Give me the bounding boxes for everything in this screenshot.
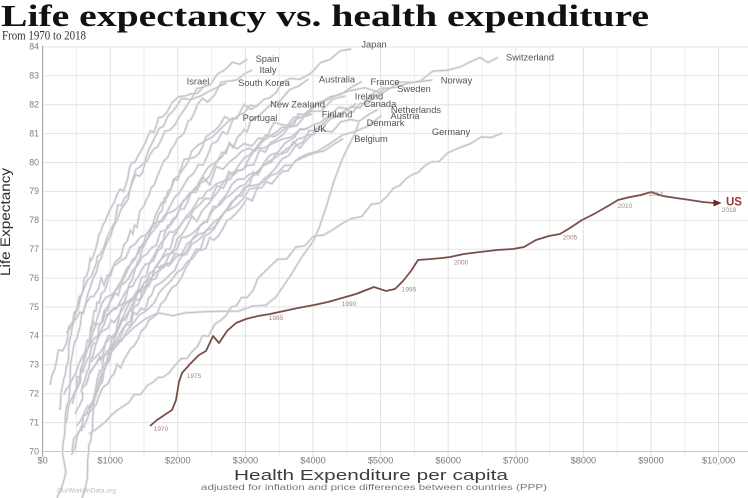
svg-text:71: 71 bbox=[29, 417, 39, 427]
svg-text:Switzerland: Switzerland bbox=[506, 53, 554, 63]
svg-text:2000: 2000 bbox=[454, 260, 469, 267]
svg-text:75: 75 bbox=[29, 302, 39, 312]
svg-text:$0: $0 bbox=[37, 456, 47, 466]
svg-text:Portugal: Portugal bbox=[243, 113, 278, 123]
svg-text:$2000: $2000 bbox=[165, 456, 191, 466]
svg-text:New Zealand: New Zealand bbox=[270, 100, 325, 110]
svg-text:Life expectancy vs. health exp: Life expectancy vs. health expenditure bbox=[1, 0, 649, 33]
svg-text:OurWorldInData.org: OurWorldInData.org bbox=[57, 488, 117, 495]
svg-text:Germany: Germany bbox=[432, 127, 471, 137]
svg-text:72: 72 bbox=[29, 389, 39, 399]
svg-text:South Korea: South Korea bbox=[238, 78, 291, 88]
svg-text:Belgium: Belgium bbox=[354, 134, 388, 144]
svg-text:Life Expectancy: Life Expectancy bbox=[0, 168, 13, 276]
svg-text:$6000: $6000 bbox=[435, 456, 461, 466]
svg-text:Austria: Austria bbox=[391, 111, 421, 121]
svg-text:74: 74 bbox=[29, 331, 39, 341]
svg-text:80: 80 bbox=[29, 157, 39, 167]
svg-text:Spain: Spain bbox=[256, 54, 280, 64]
svg-text:$7000: $7000 bbox=[503, 456, 529, 466]
svg-text:Australia: Australia bbox=[319, 75, 356, 85]
svg-text:Japan: Japan bbox=[361, 40, 386, 50]
svg-text:Ireland: Ireland bbox=[355, 92, 383, 102]
svg-text:adjusted for inflation and pri: adjusted for inflation and price differe… bbox=[201, 482, 547, 492]
svg-text:2010: 2010 bbox=[618, 203, 633, 210]
svg-text:UK: UK bbox=[314, 124, 328, 134]
svg-text:73: 73 bbox=[29, 360, 39, 370]
svg-text:US: US bbox=[726, 197, 742, 209]
svg-text:$9000: $9000 bbox=[638, 456, 664, 466]
svg-text:83: 83 bbox=[29, 71, 39, 81]
svg-text:Canada: Canada bbox=[364, 99, 397, 109]
svg-text:81: 81 bbox=[29, 128, 39, 138]
svg-text:1985: 1985 bbox=[269, 315, 284, 322]
svg-text:77: 77 bbox=[29, 244, 39, 254]
svg-text:Italy: Italy bbox=[259, 65, 276, 75]
svg-text:$10,000: $10,000 bbox=[702, 456, 735, 466]
svg-text:Finland: Finland bbox=[322, 110, 353, 120]
svg-text:2018: 2018 bbox=[722, 207, 737, 214]
svg-text:70: 70 bbox=[29, 446, 39, 456]
svg-text:Israel: Israel bbox=[187, 77, 210, 87]
svg-text:Sweden: Sweden bbox=[397, 84, 431, 94]
svg-text:84: 84 bbox=[29, 42, 39, 52]
svg-text:78: 78 bbox=[29, 215, 39, 225]
svg-text:$3000: $3000 bbox=[233, 456, 259, 466]
svg-text:Netherlands: Netherlands bbox=[391, 105, 441, 115]
svg-text:$4000: $4000 bbox=[300, 456, 326, 466]
svg-text:1975: 1975 bbox=[187, 373, 202, 380]
svg-text:Health Expenditure per capita: Health Expenditure per capita bbox=[234, 468, 509, 484]
svg-text:1995: 1995 bbox=[402, 287, 417, 294]
svg-text:France: France bbox=[371, 77, 400, 87]
svg-text:1970: 1970 bbox=[154, 426, 169, 433]
svg-text:$5000: $5000 bbox=[368, 456, 394, 466]
svg-text:1990: 1990 bbox=[342, 301, 357, 308]
svg-text:$8000: $8000 bbox=[571, 456, 597, 466]
svg-text:Norway: Norway bbox=[441, 76, 473, 86]
svg-text:Denmark: Denmark bbox=[367, 118, 405, 128]
svg-text:2014: 2014 bbox=[649, 191, 664, 198]
svg-text:$1000: $1000 bbox=[97, 456, 123, 466]
svg-text:From 1970 to 2018: From 1970 to 2018 bbox=[2, 29, 86, 43]
svg-text:2005: 2005 bbox=[563, 235, 578, 242]
svg-text:82: 82 bbox=[29, 100, 39, 110]
svg-text:79: 79 bbox=[29, 186, 39, 196]
svg-text:76: 76 bbox=[29, 273, 39, 283]
